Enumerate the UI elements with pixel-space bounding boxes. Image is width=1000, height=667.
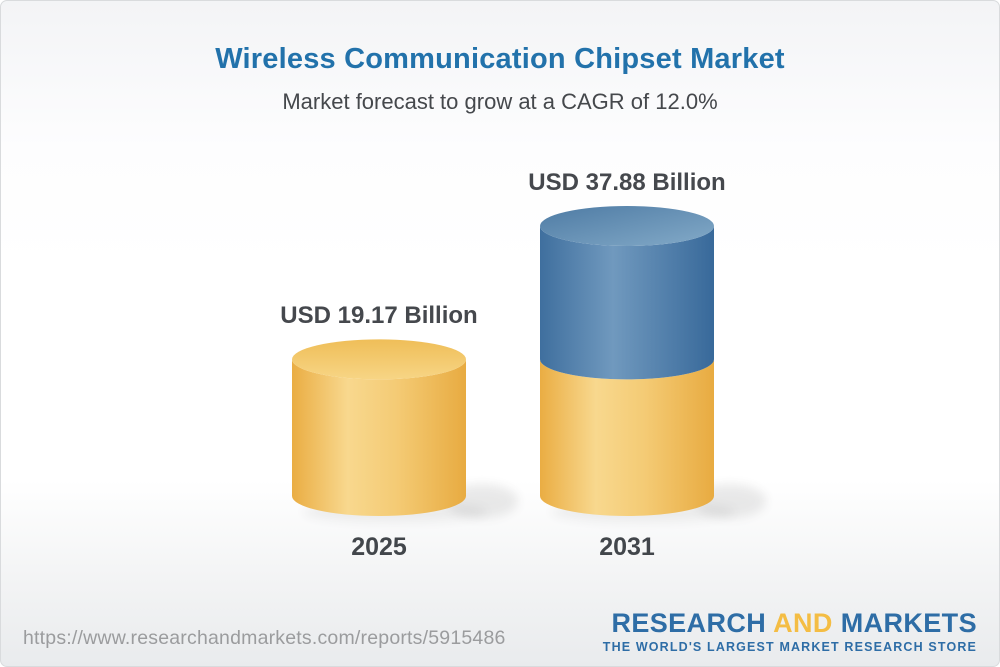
logo-word-research: RESEARCH <box>611 607 767 638</box>
bar-value-label-2025: USD 19.17 Billion <box>280 302 478 330</box>
page-title: Wireless Communication Chipset Market <box>215 43 785 75</box>
bar-2031-segment-blue <box>540 226 714 380</box>
bar-shadow <box>694 484 766 518</box>
researchandmarkets-logo: RESEARCH AND MARKETS THE WORLD'S LARGEST… <box>602 607 977 654</box>
bar-2031-segment-yellow <box>540 359 714 516</box>
bar-value-label-2031: USD 37.88 Billion <box>528 169 726 196</box>
bar-shadow <box>303 502 487 522</box>
logo-word-and: AND <box>773 607 833 638</box>
bar-category-label-2031: 2031 <box>599 533 655 561</box>
page-subtitle: Market forecast to grow at a CAGR of 12.… <box>282 89 718 114</box>
bar-category-label-2025: 2025 <box>351 533 407 561</box>
bar-2025-segment-yellow <box>292 359 466 516</box>
bar-2025-top-face <box>292 339 466 380</box>
logo-wordmark: RESEARCH AND MARKETS <box>603 607 977 638</box>
bar-shadow <box>551 502 735 522</box>
bar-2031-top-face <box>540 206 714 246</box>
logo-tagline: THE WORLD'S LARGEST MARKET RESEARCH STOR… <box>602 639 977 654</box>
bar-shadow <box>446 484 518 518</box>
footer: https://www.researchandmarkets.com/repor… <box>1 607 999 667</box>
logo-word-markets: MARKETS <box>840 607 977 638</box>
source-url: https://www.researchandmarkets.com/repor… <box>23 627 506 649</box>
